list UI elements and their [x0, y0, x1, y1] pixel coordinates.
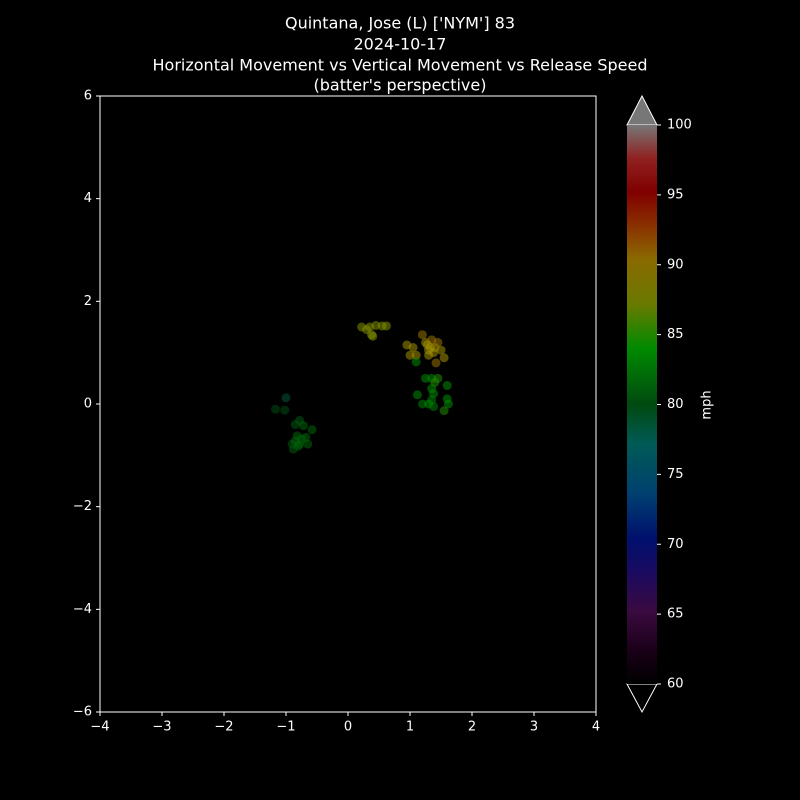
y-tick-label: 0 [84, 397, 92, 412]
colorbar-tick-label: 90 [667, 257, 684, 272]
y-tick-label: −4 [73, 602, 92, 617]
x-tick-label: −4 [90, 720, 109, 735]
colorbar-tick-label: 100 [667, 118, 692, 133]
point [411, 350, 421, 360]
y-tick-label: 2 [84, 294, 92, 309]
x-tick-label: 4 [592, 720, 600, 735]
point [298, 421, 308, 431]
colorbar-tick-label: 85 [667, 327, 684, 342]
plot-area [99, 95, 597, 713]
point [307, 425, 317, 435]
x-tick-label: 0 [344, 720, 352, 735]
colorbar-tick-label: 80 [667, 397, 684, 412]
point [417, 399, 427, 409]
point [293, 441, 303, 451]
point [442, 381, 452, 391]
y-tick-label: −2 [73, 499, 92, 514]
colorbar-tick-label: 95 [667, 187, 684, 202]
x-tick-label: 1 [406, 720, 414, 735]
point [425, 343, 435, 353]
x-tick-label: 3 [530, 720, 538, 735]
chart-title: Horizontal Movement vs Vertical Movement… [153, 56, 648, 75]
point [433, 373, 443, 383]
chart-title: (batter's perspective) [314, 76, 487, 95]
colorbar [627, 125, 657, 684]
point [405, 350, 415, 360]
point [439, 406, 449, 416]
point [431, 358, 441, 368]
point [408, 343, 418, 353]
point [439, 353, 449, 363]
point [443, 399, 453, 409]
point [421, 373, 430, 383]
chart-title: Quintana, Jose (L) ['NYM'] 83 [285, 14, 515, 33]
point [429, 402, 439, 412]
colorbar-extend-max [626, 94, 658, 126]
point [381, 321, 391, 331]
x-tick-label: −1 [276, 720, 295, 735]
colorbar-tick-label: 70 [667, 537, 684, 552]
colorbar-tick-label: 75 [667, 467, 684, 482]
y-tick-label: 6 [84, 89, 92, 104]
colorbar-extend-min [626, 683, 658, 714]
point [303, 439, 313, 449]
point [433, 337, 443, 347]
point [412, 390, 422, 400]
y-tick-label: −6 [73, 705, 92, 720]
point [436, 345, 446, 355]
x-tick-label: −3 [152, 720, 171, 735]
x-tick-label: 2 [468, 720, 476, 735]
point [411, 357, 421, 367]
point [281, 393, 291, 403]
point [270, 404, 280, 414]
point [280, 405, 290, 415]
colorbar-tick-label: 65 [667, 607, 684, 622]
x-tick-label: −2 [214, 720, 233, 735]
chart-title: 2024-10-17 [354, 35, 447, 54]
colorbar-tick-label: 60 [667, 677, 684, 692]
point [367, 330, 377, 340]
colorbar-label: mph [700, 390, 715, 419]
point [417, 330, 427, 340]
y-tick-label: 4 [84, 191, 92, 206]
